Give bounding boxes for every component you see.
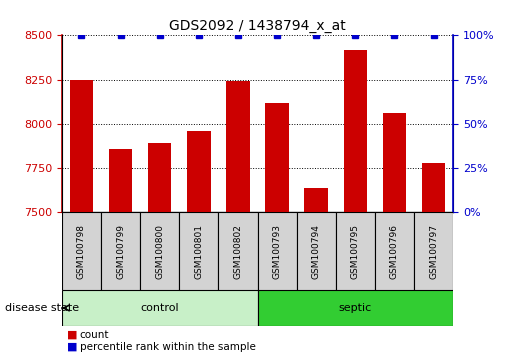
Bar	[344, 50, 367, 212]
Text: GSM100796: GSM100796	[390, 224, 399, 279]
Text: GSM100799: GSM100799	[116, 224, 125, 279]
Text: control: control	[140, 303, 179, 313]
Bar	[375, 212, 414, 290]
Text: GSM100793: GSM100793	[272, 224, 282, 279]
Bar	[336, 212, 375, 290]
Text: count: count	[80, 330, 109, 339]
Bar	[258, 212, 297, 290]
Bar	[414, 212, 453, 290]
Text: GSM100801: GSM100801	[194, 224, 203, 279]
Bar	[304, 188, 328, 212]
Bar	[62, 290, 258, 326]
Text: percentile rank within the sample: percentile rank within the sample	[80, 342, 256, 352]
Bar	[297, 212, 336, 290]
Bar	[383, 113, 406, 212]
Bar	[101, 212, 140, 290]
Bar	[187, 131, 211, 212]
Text: GSM100800: GSM100800	[155, 224, 164, 279]
Bar	[62, 212, 101, 290]
Bar	[258, 290, 453, 326]
Text: ■: ■	[67, 342, 77, 352]
Bar	[70, 80, 93, 212]
Bar	[109, 149, 132, 212]
Bar	[226, 81, 250, 212]
Bar	[265, 103, 289, 212]
Text: GSM100795: GSM100795	[351, 224, 360, 279]
Text: ■: ■	[67, 330, 77, 339]
Title: GDS2092 / 1438794_x_at: GDS2092 / 1438794_x_at	[169, 19, 346, 33]
Bar	[140, 212, 179, 290]
Text: GSM100802: GSM100802	[233, 224, 243, 279]
Text: GSM100797: GSM100797	[429, 224, 438, 279]
Text: GSM100798: GSM100798	[77, 224, 86, 279]
Text: disease state: disease state	[5, 303, 79, 313]
Bar	[148, 143, 171, 212]
Text: GSM100794: GSM100794	[312, 224, 321, 279]
Text: septic: septic	[339, 303, 372, 313]
Bar	[218, 212, 258, 290]
Bar	[422, 163, 445, 212]
Bar	[179, 212, 218, 290]
